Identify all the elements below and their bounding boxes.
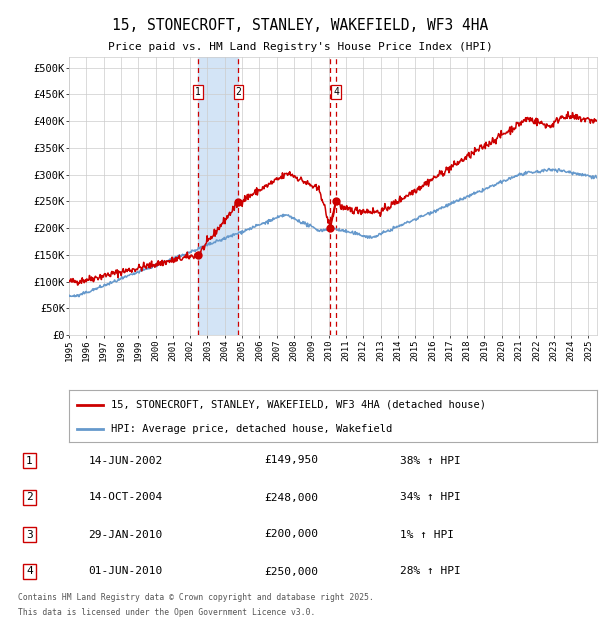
Text: £248,000: £248,000	[265, 492, 319, 502]
Text: 29-JAN-2010: 29-JAN-2010	[88, 529, 163, 539]
Text: This data is licensed under the Open Government Licence v3.0.: This data is licensed under the Open Gov…	[18, 608, 316, 617]
Text: 3: 3	[26, 529, 33, 539]
Text: 1: 1	[26, 456, 33, 466]
Bar	[198, 57, 238, 335]
Text: 14-OCT-2004: 14-OCT-2004	[88, 492, 163, 502]
Text: £250,000: £250,000	[265, 567, 319, 577]
Text: 01-JUN-2010: 01-JUN-2010	[88, 567, 163, 577]
Text: 15, STONECROFT, STANLEY, WAKEFIELD, WF3 4HA (detached house): 15, STONECROFT, STANLEY, WAKEFIELD, WF3 …	[111, 399, 486, 410]
Text: 28% ↑ HPI: 28% ↑ HPI	[400, 567, 461, 577]
Text: 1% ↑ HPI: 1% ↑ HPI	[400, 529, 454, 539]
Text: £149,950: £149,950	[265, 456, 319, 466]
Text: 15, STONECROFT, STANLEY, WAKEFIELD, WF3 4HA: 15, STONECROFT, STANLEY, WAKEFIELD, WF3 …	[112, 18, 488, 33]
Text: 1: 1	[195, 87, 201, 97]
Text: 2: 2	[26, 492, 33, 502]
Text: 14-JUN-2002: 14-JUN-2002	[88, 456, 163, 466]
Text: £200,000: £200,000	[265, 529, 319, 539]
Text: 38% ↑ HPI: 38% ↑ HPI	[400, 456, 461, 466]
Text: Contains HM Land Registry data © Crown copyright and database right 2025.: Contains HM Land Registry data © Crown c…	[18, 593, 374, 602]
Text: 2: 2	[236, 87, 241, 97]
Text: 4: 4	[333, 87, 339, 97]
Text: HPI: Average price, detached house, Wakefield: HPI: Average price, detached house, Wake…	[111, 424, 392, 434]
Text: 34% ↑ HPI: 34% ↑ HPI	[400, 492, 461, 502]
Text: Price paid vs. HM Land Registry's House Price Index (HPI): Price paid vs. HM Land Registry's House …	[107, 42, 493, 51]
Text: 4: 4	[26, 567, 33, 577]
